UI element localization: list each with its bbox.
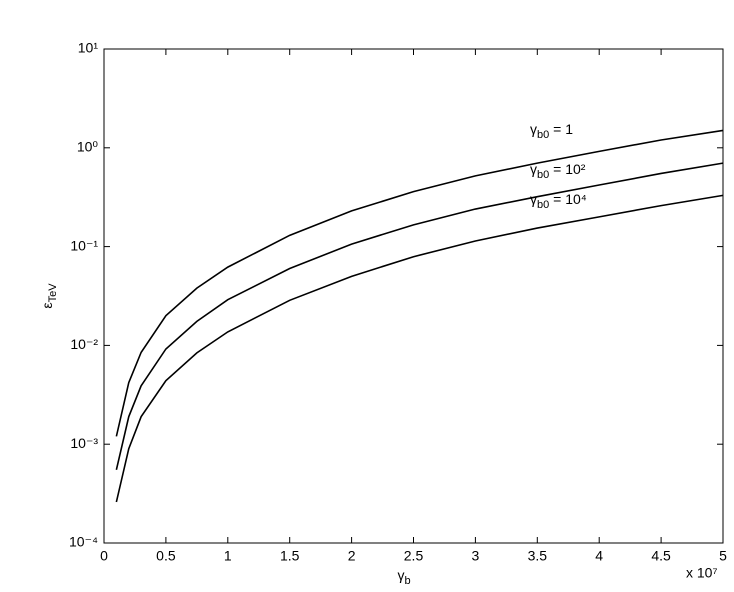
curve-label: γb0 = 1 xyxy=(530,121,573,141)
curve-label-subscript: b0 xyxy=(537,169,549,181)
x-tick-label: 4 xyxy=(595,548,603,564)
curve-label-suffix: = 10² xyxy=(549,161,586,177)
x-multiplier: x 10⁷ xyxy=(686,565,718,581)
y-tick-label: 10⁻⁴ xyxy=(69,534,98,550)
y-axis-label: εTeV xyxy=(39,283,59,309)
y-tick-label: 10⁻² xyxy=(70,336,98,352)
x-axis-label-symbol: γ xyxy=(397,567,404,583)
x-tick-label: 0 xyxy=(100,548,108,564)
curve-label-symbol: γ xyxy=(530,191,537,207)
y-axis-label-symbol: ε xyxy=(39,302,55,308)
x-axis-label-subscript: b xyxy=(404,575,410,587)
curve-label-suffix: = 1 xyxy=(549,121,573,137)
y-tick-label: 10¹ xyxy=(78,40,99,56)
curve-label-symbol: γ xyxy=(530,121,537,137)
curve-label-subscript: b0 xyxy=(537,199,549,211)
curve-label-suffix: = 10⁴ xyxy=(549,191,587,207)
x-tick-label: 3 xyxy=(472,548,480,564)
y-tick-label: 10⁻¹ xyxy=(70,237,98,253)
data-line xyxy=(115,129,724,437)
x-tick-label: 0.5 xyxy=(156,548,176,564)
y-tick-label: 10⁻³ xyxy=(70,435,98,451)
x-tick-label: 1 xyxy=(224,548,232,564)
x-tick-label: 3.5 xyxy=(528,548,548,564)
y-tick-label: 10⁰ xyxy=(77,139,99,155)
plot-frame xyxy=(103,48,724,544)
x-tick-label: 2.5 xyxy=(404,548,424,564)
curve-label: γb0 = 10² xyxy=(530,161,586,181)
x-tick-label: 1.5 xyxy=(280,548,300,564)
data-line xyxy=(115,162,724,471)
data-line xyxy=(115,194,724,503)
x-tick-label: 4.5 xyxy=(651,548,671,564)
y-axis-label-subscript: TeV xyxy=(47,283,59,303)
curve-label-symbol: γ xyxy=(530,161,537,177)
x-tick-label: 2 xyxy=(348,548,356,564)
x-axis-label: γb xyxy=(397,567,410,587)
x-tick-label: 5 xyxy=(719,548,727,564)
curve-label-subscript: b0 xyxy=(537,129,549,141)
curve-label: γb0 = 10⁴ xyxy=(530,191,587,211)
